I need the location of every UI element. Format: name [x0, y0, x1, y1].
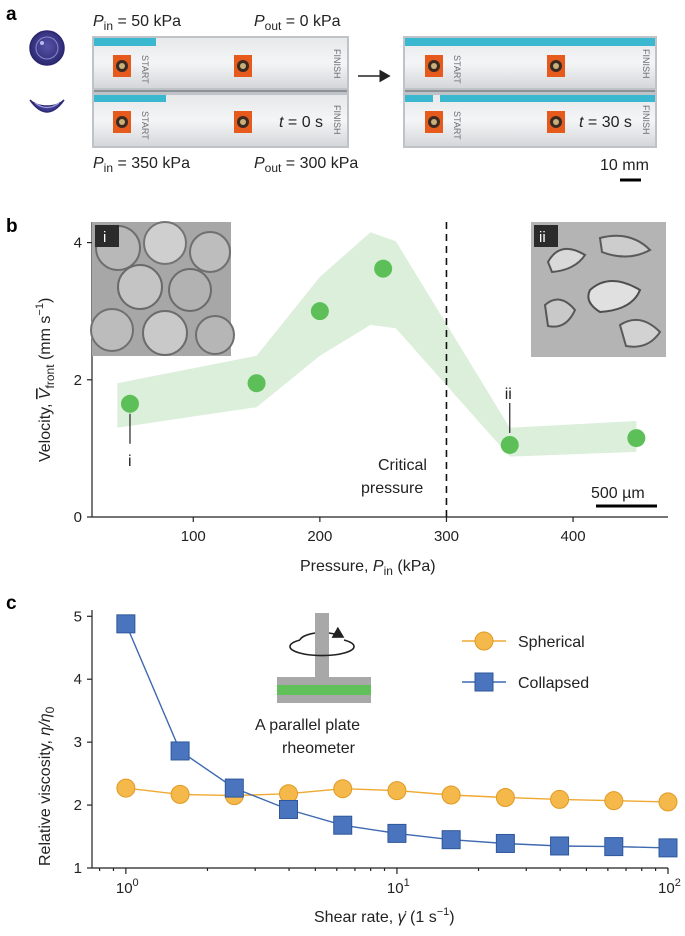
panel-b-label: b [6, 216, 18, 237]
velocity-point [120, 394, 139, 413]
finish-marker-text: FINISH [641, 105, 651, 135]
critical-label-line1: Critical [378, 457, 427, 474]
y-tick-label-b: 0 [74, 509, 82, 526]
finish-marker-text: FINISH [332, 49, 342, 79]
collapsed-point [604, 837, 624, 857]
collapsed-point [116, 614, 136, 634]
y-axis-title-c: Relative viscosity, η/η0 [37, 706, 57, 866]
legend-c: Spherical Collapsed [462, 631, 589, 692]
y-tick-label-c: 5 [74, 608, 82, 625]
p-out-top-label: Pout = 0 kPa [254, 13, 341, 33]
inset-photo-ii: ii [531, 222, 666, 357]
inset-photo-i: i [90, 221, 235, 356]
y-tick-label-c: 2 [74, 797, 82, 814]
p-in-top-label: Pin = 50 kPa [93, 13, 181, 33]
collapsed-point [387, 823, 407, 843]
legend-collapsed: Collapsed [518, 675, 589, 692]
point-label-i: i [128, 453, 132, 470]
spherical-point [333, 779, 353, 799]
velocity-point [627, 429, 646, 448]
start-marker-text: START [140, 111, 150, 140]
velocity-range-band [117, 232, 637, 457]
collapsed-point [550, 836, 570, 856]
inset-label-ii: ii [539, 229, 546, 246]
channel-photo-right: START START FINISH FINISH [403, 36, 657, 148]
x-tick-label-b: 300 [434, 528, 459, 545]
point-label-ii: ii [505, 386, 512, 403]
spherical-capsule-icon [29, 30, 65, 66]
spherical-point [387, 781, 407, 801]
y-tick-label-c: 3 [74, 734, 82, 751]
y-tick-label-b: 4 [74, 235, 82, 252]
x-axis-title-c: Shear rate, γ̇ (1 s−1) [314, 906, 455, 926]
collapsed-series-line [125, 623, 669, 849]
collapsed-point [224, 778, 244, 798]
time-label-right: t = 30 s [579, 114, 632, 131]
velocity-point [374, 259, 393, 278]
collapsed-point [441, 830, 461, 850]
x-tick-label-b: 100 [181, 528, 206, 545]
legend-spherical: Spherical [518, 634, 585, 651]
start-marker-text: START [452, 111, 462, 140]
panel-a-label: a [6, 4, 17, 25]
p-in-bottom-label: Pin = 350 kPa [93, 155, 190, 175]
x-tick-label-b: 400 [561, 528, 586, 545]
panel-c-plot: 1 2 3 4 5 100 101 102 [74, 608, 681, 897]
scale-bar-label-a: 10 mm [600, 157, 649, 174]
y-axis-title-b: Velocity, Vfront (mm s−1) [34, 298, 57, 462]
collapsed-point [279, 799, 299, 819]
spherical-point [116, 778, 136, 798]
spherical-point [495, 788, 515, 808]
velocity-point [500, 435, 519, 454]
y-tick-label-b: 2 [74, 372, 82, 389]
spherical-point [658, 792, 678, 812]
rheometer-caption-line1: A parallel plate [255, 717, 360, 734]
panel-c-label: c [6, 593, 17, 614]
collapsed-point [658, 838, 678, 858]
collapsed-capsule-icon [29, 99, 65, 113]
inset-label-i: i [103, 229, 106, 246]
collapsed-point [495, 833, 515, 853]
spherical-point [170, 784, 190, 804]
finish-marker-text: FINISH [641, 49, 651, 79]
x-tick-label-c: 101 [387, 877, 410, 897]
x-tick-label-b: 200 [307, 528, 332, 545]
panel-a: a START START [6, 4, 657, 182]
p-out-bottom-label: Pout = 300 kPa [254, 155, 358, 175]
finish-marker-text: FINISH [332, 105, 342, 135]
spherical-point [604, 791, 624, 811]
parallel-plate-rheometer-icon [277, 613, 371, 703]
collapsed-point [170, 741, 190, 761]
y-tick-label-c: 1 [74, 860, 82, 877]
rheometer-caption-line2: rheometer [282, 740, 356, 757]
start-marker-text: START [452, 55, 462, 84]
velocity-point [310, 302, 329, 321]
x-tick-label-c: 100 [116, 877, 139, 897]
collapsed-point [333, 815, 353, 835]
panel-c: c 1 2 3 4 5 100 101 102 A parallel plate rheome… [6, 593, 681, 926]
critical-label-line2: pressure [361, 480, 423, 497]
x-axis-title-b: Pressure, Pin (kPa) [300, 558, 436, 578]
start-marker-text: START [140, 55, 150, 84]
channel-photo-left: START START FINISH FINISH [92, 36, 349, 148]
velocity-point [247, 374, 266, 393]
y-tick-label-c: 4 [74, 671, 82, 688]
spherical-point [550, 789, 570, 809]
spherical-point [441, 785, 461, 805]
time-label-left: t = 0 s [279, 114, 323, 131]
x-tick-label-c: 102 [658, 877, 681, 897]
scale-bar-label-b: 500 µm [591, 485, 645, 502]
